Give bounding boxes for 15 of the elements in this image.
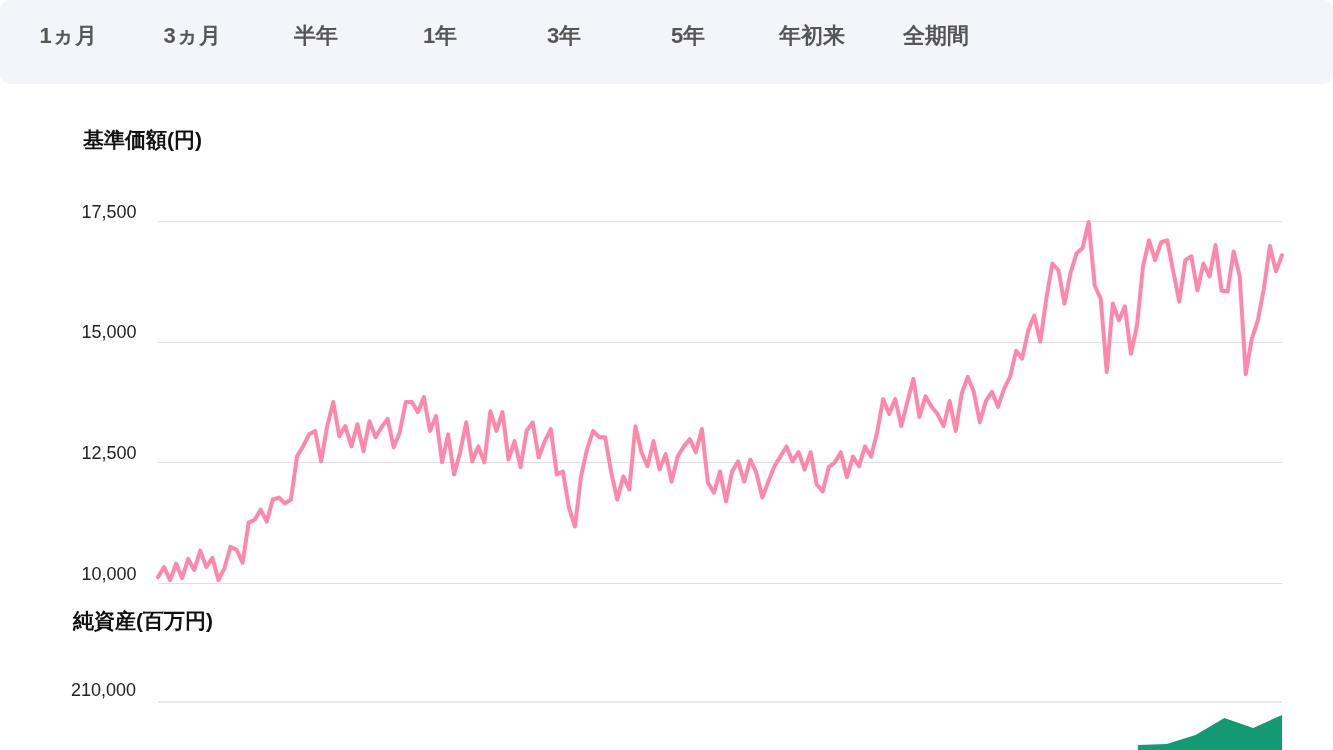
y-tick-label: 10,000	[81, 563, 137, 584]
y-tick-label: 15,000	[81, 322, 137, 343]
y-tick-label: 17,500	[81, 201, 137, 222]
text: 3ヵ月	[163, 23, 221, 48]
text: 3年	[546, 23, 582, 48]
text: 1ヵ月	[39, 23, 97, 48]
text: 5年	[670, 23, 706, 48]
text: 210,000	[70, 680, 136, 700]
text: 半年	[293, 23, 338, 48]
y-tick-label: 12,500	[81, 442, 137, 463]
text: 全期間	[902, 23, 969, 48]
text: 1年	[422, 23, 458, 48]
text: 年初来	[778, 23, 845, 48]
chart-title: 基準価額(円)	[81, 128, 202, 152]
chart-title: 純資産(百万円)	[71, 609, 213, 633]
